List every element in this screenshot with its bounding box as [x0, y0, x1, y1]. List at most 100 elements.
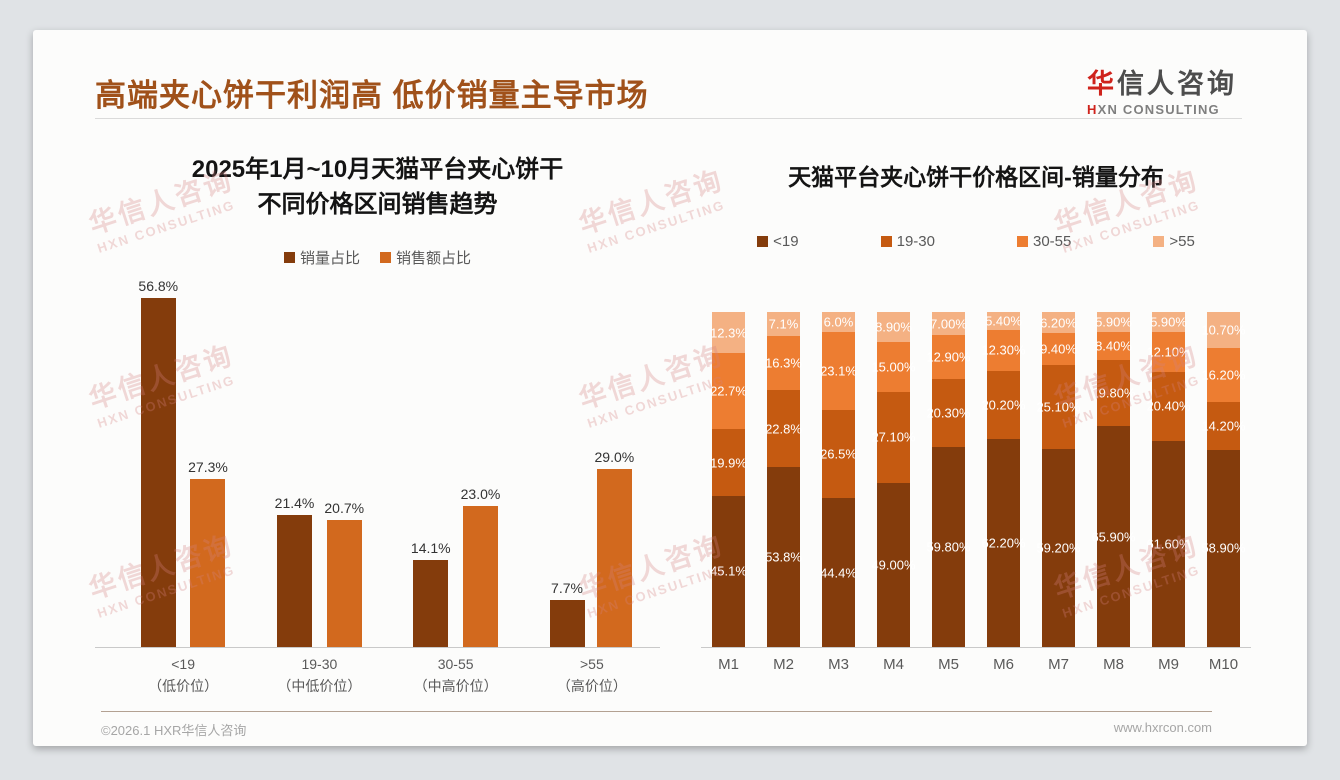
segment-value-label: 59.80%	[926, 539, 971, 555]
value-label: 7.7%	[551, 579, 583, 596]
company-logo: 华信人咨询 HXN CONSULTING	[1087, 62, 1237, 117]
left-chart-title: 2025年1月~10月天猫平台夹心饼干 不同价格区间销售趋势	[85, 153, 670, 223]
segment-value-label: 27.10%	[871, 429, 916, 445]
category-label: <19	[171, 656, 195, 672]
segment-value-label: 19.9%	[710, 455, 747, 471]
stacked-segment: 15.00%	[871, 341, 916, 393]
segment-value-label: 15.00%	[871, 359, 916, 375]
left-chart-plot: 56.8% 27.3% 21.4% 20.7% 14.1% 23.0% 7.7% 29.0%	[95, 278, 660, 648]
bar	[326, 519, 362, 647]
header-divider	[95, 118, 1242, 119]
segment-value-label: 58.90%	[1201, 540, 1246, 556]
right-chart-plot: 45.1% 19.9% 22.7% 12.3% 53.8% 22.8% 16.3% 7.1% 4…	[701, 311, 1251, 648]
footer: ©2026.1 HXR华信人咨询 www.hxrcon.com	[101, 720, 1212, 739]
stacked-bar-slot: 49.00% 27.10% 15.00% 8.90%	[866, 312, 921, 647]
stacked-segment: 25.10%	[1036, 364, 1081, 449]
legend-label: >55	[1169, 233, 1195, 250]
stacked-segment: 65.90%	[1091, 426, 1136, 647]
bar	[277, 515, 313, 647]
left-chart-legend: 销量占比 销售额占比	[85, 247, 670, 268]
legend-label: 销量占比	[299, 250, 360, 267]
stacked-segment: 7.1%	[767, 312, 800, 336]
segment-value-label: 8.40%	[1095, 338, 1132, 354]
segment-value-label: 12.10%	[1146, 344, 1191, 360]
footer-divider	[101, 711, 1212, 712]
x-axis-label: M4	[883, 656, 904, 673]
right-chart-x-axis: M1 M2 M3 M4 M5 M6 M7 M8 M9 M10	[701, 656, 1251, 673]
stacked-segment: 16.20%	[1201, 347, 1246, 403]
logo-english: HXN CONSULTING	[1087, 102, 1237, 117]
stacked-segment: 6.0%	[822, 312, 855, 333]
value-label: 27.3%	[188, 459, 228, 476]
logo-chinese: 华信人咨询	[1087, 62, 1237, 101]
x-axis-label: M6	[993, 656, 1014, 673]
website-text: www.hxrcon.com	[1113, 720, 1212, 735]
segment-value-label: 16.3%	[765, 355, 802, 371]
category-label: >55	[580, 656, 604, 672]
legend-color-chip	[380, 252, 391, 263]
stacked-bar: 61.60% 20.40% 12.10% 5.90%	[1146, 312, 1191, 647]
left-chart-title-line1: 2025年1月~10月天猫平台夹心饼干	[191, 156, 564, 183]
bar-with-label: 21.4%	[274, 495, 315, 647]
logo-red-letter: H	[1087, 102, 1098, 117]
stacked-bar: 44.4% 26.5% 23.1% 6.0%	[820, 312, 857, 647]
segment-value-label: 26.5%	[820, 446, 857, 462]
value-label: 21.4%	[274, 495, 315, 512]
stacked-segment: 61.60%	[1146, 440, 1191, 647]
segment-value-label: 9.40%	[1040, 341, 1077, 357]
segment-value-label: 22.8%	[765, 421, 802, 437]
segment-value-label: 44.4%	[820, 565, 857, 581]
bar-with-label: 29.0%	[595, 449, 634, 647]
x-axis-label: M9	[1158, 656, 1179, 673]
legend-label: 19-30	[896, 233, 935, 250]
bar-group: 21.4% 20.7%	[251, 296, 387, 647]
bar-group: 7.7% 29.0%	[524, 296, 660, 647]
stacked-segment: 16.3%	[765, 335, 802, 391]
segment-value-label: 53.8%	[765, 549, 802, 565]
logo-red-char: 华	[1087, 69, 1117, 99]
stacked-segment: 58.90%	[1201, 449, 1246, 647]
copyright-text: ©2026.1 HXR华信人咨询	[101, 723, 247, 738]
x-axis-label: M5	[938, 656, 959, 673]
stacked-bar: 45.1% 19.9% 22.7% 12.3%	[710, 312, 747, 647]
segment-value-label: 16.20%	[1201, 367, 1246, 383]
logo-gray-letters: XN CONSULTING	[1097, 102, 1220, 117]
value-label: 23.0%	[460, 485, 501, 502]
left-chart-title-line2: 不同价格区间销售趋势	[257, 190, 498, 218]
bar-with-label: 27.3%	[188, 459, 228, 647]
stacked-segment: 53.8%	[765, 466, 802, 647]
x-axis-label: M10	[1208, 656, 1239, 673]
stacked-segment: 20.30%	[926, 378, 971, 447]
x-axis-label: 30-55 （中高价位）	[388, 654, 524, 697]
category-sublabel: （高价位）	[556, 677, 627, 694]
stacked-bar-slot: 58.90% 14.20% 16.20% 10.70%	[1196, 312, 1251, 647]
segment-value-label: 62.20%	[981, 535, 1026, 551]
category-sublabel: （低价位）	[148, 677, 219, 694]
segment-value-label: 7.00%	[930, 316, 967, 332]
legend-color-chip	[880, 236, 892, 247]
x-axis-label: M3	[828, 656, 849, 673]
segment-value-label: 8.90%	[875, 319, 912, 335]
stacked-bar-slot: 44.4% 26.5% 23.1% 6.0%	[811, 312, 866, 647]
stacked-segment: 19.80%	[1091, 359, 1136, 427]
legend-item: <19	[757, 233, 799, 250]
stacked-segment: 49.00%	[871, 482, 916, 647]
segment-value-label: 20.20%	[981, 397, 1026, 413]
stacked-bar-slot: 65.90% 19.80% 8.40% 5.90%	[1086, 312, 1141, 647]
bar	[596, 468, 632, 647]
bar-with-label: 7.7%	[549, 579, 585, 647]
bar	[413, 560, 449, 647]
legend-label: 销售额占比	[396, 250, 472, 267]
x-axis-label: M8	[1103, 656, 1124, 673]
segment-value-label: 23.1%	[820, 363, 857, 379]
legend-item: >55	[1153, 233, 1195, 250]
x-axis-label: <19 （低价位）	[115, 654, 251, 697]
stacked-segment: 23.1%	[820, 332, 857, 410]
x-axis-label: 19-30 （中低价位）	[251, 654, 387, 697]
stacked-segment: 6.20%	[1040, 312, 1077, 334]
bar-with-label: 14.1%	[411, 540, 451, 647]
stacked-bar-slot: 45.1% 19.9% 22.7% 12.3%	[701, 312, 756, 647]
value-label: 56.8%	[138, 277, 179, 294]
stacked-segment: 8.40%	[1095, 331, 1132, 360]
x-axis-label: M7	[1048, 656, 1069, 673]
